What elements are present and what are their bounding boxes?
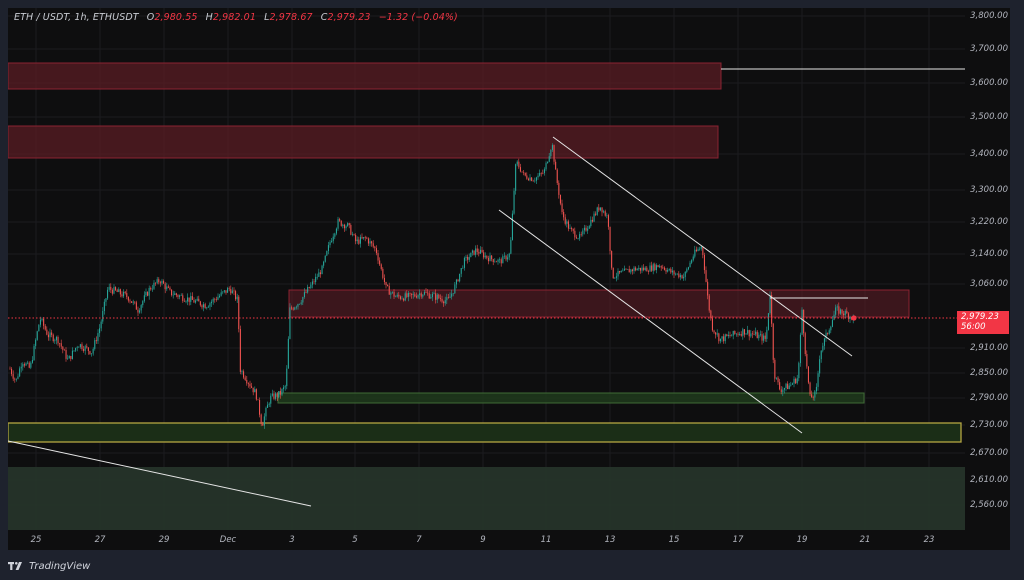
time-tick-label: 27 [94, 535, 106, 545]
price-tick-label: 3,800.00 [970, 11, 1008, 21]
change-value: −1.32 (−0.04%) [378, 12, 458, 23]
price-tick-label: 2,790.00 [970, 393, 1008, 403]
symbol-legend[interactable]: ETH / USDT, 1h, ETHUSDT O2,980.55 H2,982… [14, 12, 458, 23]
time-tick-label: Dec [219, 535, 237, 545]
demand-zone-small[interactable] [277, 392, 865, 404]
time-tick-label: 13 [604, 535, 616, 545]
price-tick-label: 2,560.00 [970, 500, 1008, 510]
demand-zone-bottom[interactable] [8, 467, 965, 530]
open-label: O [146, 12, 155, 23]
candles [9, 143, 854, 429]
time-tick-label: 3 [289, 535, 295, 545]
symbol-name: ETH / USDT, 1h, ETHUSDT [14, 12, 139, 23]
close-label: C [320, 12, 328, 23]
price-axis[interactable]: 3,800.00 3,700.00 3,600.00 3,500.00 3,400.00… [965, 8, 1010, 530]
price-tick-label: 3,600.00 [970, 78, 1008, 88]
time-tick-label: 23 [923, 535, 935, 545]
trendline-bottom-left[interactable] [8, 440, 312, 507]
supply-zone-upper[interactable] [8, 125, 719, 159]
tradingview-logo-icon [8, 562, 22, 570]
price-tick-label: 2,850.00 [970, 368, 1008, 378]
price-tick-label: 2,610.00 [970, 475, 1008, 485]
low-label: L [264, 12, 270, 23]
time-tick-label: 5 [352, 535, 358, 545]
price-tick-label: 3,400.00 [970, 149, 1008, 159]
price-tick-label: 3,220.00 [970, 217, 1008, 227]
close-value: 2,979.23 [327, 12, 371, 23]
supply-zone-mid[interactable] [288, 289, 910, 318]
price-tick-label: 3,300.00 [970, 185, 1008, 195]
time-tick-label: 17 [732, 535, 744, 545]
last-price-dot [851, 315, 857, 321]
channel-lower-line[interactable] [498, 209, 803, 434]
price-tick-label: 3,140.00 [970, 249, 1008, 259]
price-tick-label: 3,700.00 [970, 44, 1008, 54]
last-price-label: 2,979.23 56:00 [957, 311, 1009, 334]
high-label: H [205, 12, 213, 23]
demand-zone-yellow[interactable] [8, 422, 962, 443]
last-price-value: 2,979.23 [961, 312, 999, 322]
price-tick-label: 3,500.00 [970, 112, 1008, 122]
low-value: 2,978.67 [269, 12, 313, 23]
time-tick-label: 7 [416, 535, 422, 545]
price-tick-label: 3,060.00 [970, 279, 1008, 289]
time-tick-label: 9 [480, 535, 486, 545]
chart-plot-area[interactable] [8, 8, 965, 530]
supply-zone-top[interactable] [8, 62, 722, 90]
time-tick-label: 19 [796, 535, 808, 545]
high-value: 2,982.01 [212, 12, 256, 23]
tradingview-brand-name: TradingView [29, 560, 91, 572]
channel-upper-line[interactable] [552, 136, 853, 357]
time-axis[interactable]: 25 27 29 Dec 3 5 7 9 11 13 15 17 19 21 23 [8, 530, 965, 550]
price-tick-label: 2,730.00 [970, 420, 1008, 430]
bar-countdown: 56:00 [961, 322, 986, 332]
time-tick-label: 11 [540, 535, 552, 545]
time-tick-label: 29 [158, 535, 170, 545]
time-tick-label: 25 [30, 535, 42, 545]
open-value: 2,980.55 [154, 12, 198, 23]
chart-frame [8, 8, 1010, 550]
tradingview-branding[interactable]: TradingView [8, 557, 90, 575]
time-tick-label: 21 [859, 535, 871, 545]
price-tick-label: 2,910.00 [970, 343, 1008, 353]
candlestick-chart[interactable] [8, 8, 965, 530]
time-tick-label: 15 [668, 535, 680, 545]
price-tick-label: 2,670.00 [970, 448, 1008, 458]
